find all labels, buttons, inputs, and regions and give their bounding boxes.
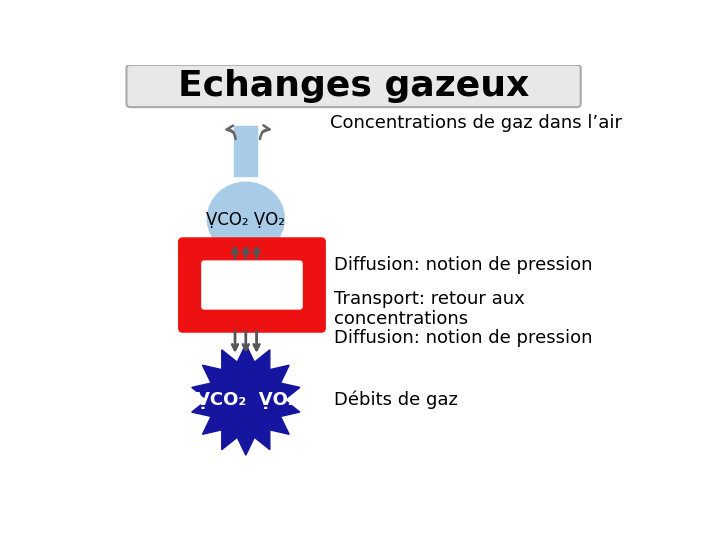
Ellipse shape	[207, 182, 284, 255]
Polygon shape	[192, 345, 300, 455]
Text: Transport: retour aux
concentrations: Transport: retour aux concentrations	[334, 289, 525, 328]
FancyBboxPatch shape	[127, 65, 581, 107]
Text: Diffusion: notion de pression: Diffusion: notion de pression	[334, 256, 593, 274]
Text: Concentrations de gaz dans l’air: Concentrations de gaz dans l’air	[330, 113, 623, 132]
Text: Diffusion: notion de pression: Diffusion: notion de pression	[334, 329, 593, 347]
Text: Echanges gazeux: Echanges gazeux	[178, 69, 529, 103]
FancyBboxPatch shape	[178, 237, 326, 333]
Text: ṾCO₂ ṾO₂: ṾCO₂ ṾO₂	[207, 211, 285, 230]
FancyBboxPatch shape	[201, 260, 303, 309]
Text: Débits de gaz: Débits de gaz	[334, 390, 458, 409]
Bar	[234, 126, 257, 177]
Text: ṾCO₂  ṾO₂: ṾCO₂ ṾO₂	[196, 391, 296, 409]
